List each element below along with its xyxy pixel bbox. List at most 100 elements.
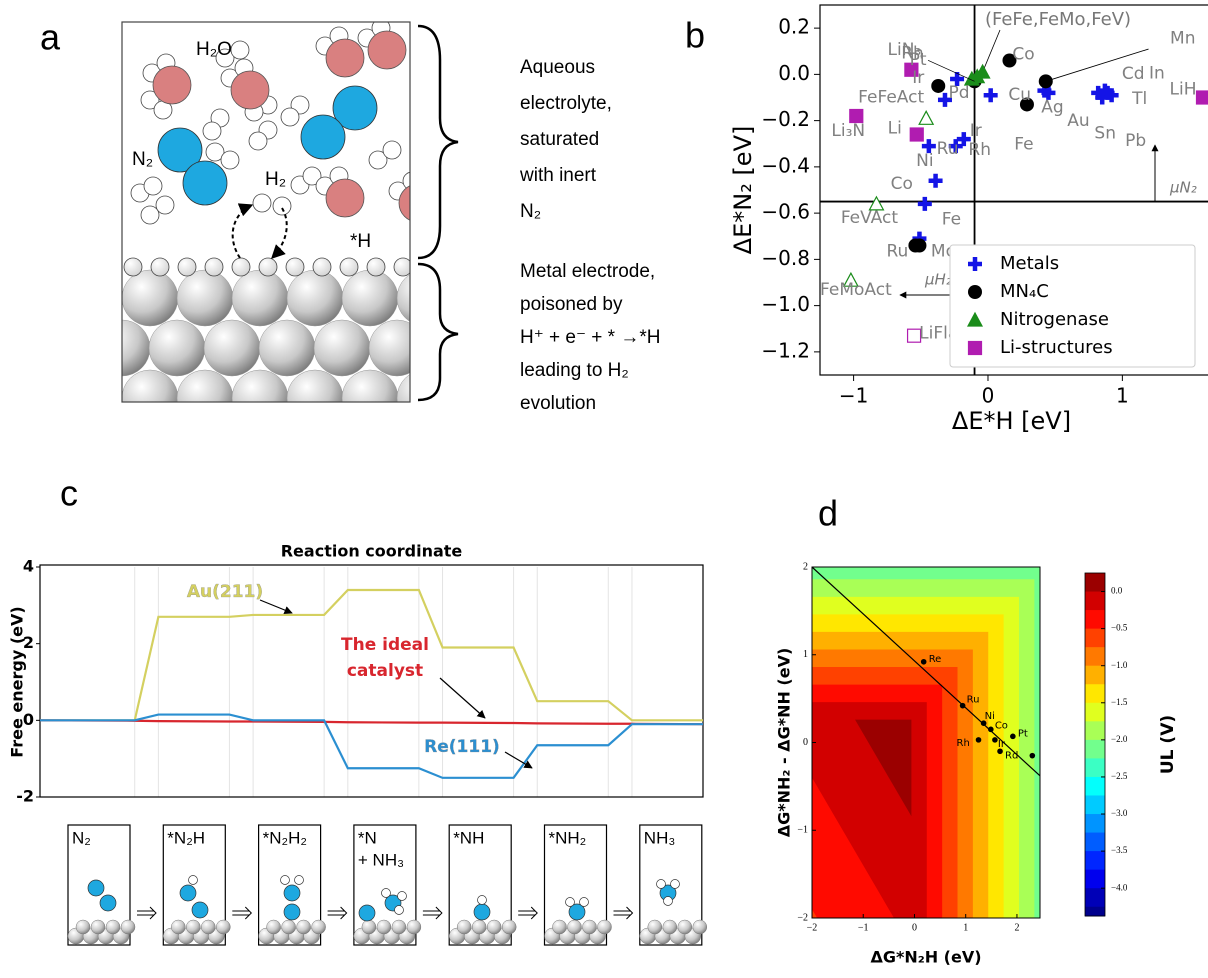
point-label: Li [888, 119, 902, 139]
point-label: Pb [1125, 131, 1146, 151]
colorbar-band [1085, 851, 1105, 871]
surface-h [393, 257, 410, 277]
h-atom [280, 875, 290, 885]
point [997, 748, 1003, 755]
water-h [402, 171, 410, 191]
label-arrow [439, 677, 486, 719]
plot-area [842, 53, 1208, 343]
colorbar-band [1085, 814, 1105, 834]
point [956, 132, 971, 147]
y-axis-label: ΔG*NH₂ - ΔG*NH (eV) [775, 648, 794, 838]
point-label: Cu [1008, 85, 1031, 105]
series-label: Au(211) [187, 582, 263, 602]
y-tick-label: 0.2 [778, 15, 810, 39]
surface-atom [391, 919, 407, 935]
point [1002, 53, 1017, 68]
colorbar-tick-label: −3.0 [1111, 808, 1128, 818]
n-atom [283, 884, 301, 902]
water-o [230, 70, 270, 110]
electrode-atom [231, 269, 289, 327]
point-label: Fe [942, 210, 961, 230]
h-atom [397, 891, 407, 901]
x-tick-label: −2 [807, 922, 818, 933]
point-label: FeMoAct [820, 280, 892, 300]
surface-h [231, 257, 251, 277]
electrode-atom [396, 374, 410, 402]
electrode-atom [396, 274, 410, 322]
electrode-atom [424, 320, 480, 376]
surface-atom [90, 919, 106, 935]
surface-atom [677, 919, 693, 935]
surface-atom [281, 919, 296, 935]
point [917, 196, 932, 211]
point [868, 195, 885, 211]
state-label: *NH [453, 828, 484, 847]
point [909, 127, 924, 142]
x-tick-label: 2 [1014, 922, 1019, 933]
step-arrow [232, 906, 253, 920]
surface-atom [201, 919, 216, 935]
surface-h [204, 257, 224, 277]
h-atom [656, 879, 666, 889]
hydrogen-atom [272, 196, 292, 216]
electrode-atom [341, 269, 399, 327]
colorbar-tick-label: −4.0 [1111, 882, 1128, 892]
y-tick-label: 2 [23, 633, 34, 652]
point [1041, 85, 1056, 100]
x-tick-label: −1 [858, 922, 869, 933]
series-line [39, 719, 704, 726]
y-axis-label: Free energy (eV) [8, 606, 27, 757]
colorbar-tick-label: −1.5 [1111, 697, 1128, 707]
label: H₂O [196, 39, 232, 60]
surface-atom [376, 919, 392, 935]
description: N₂ [520, 201, 541, 222]
legend-box [949, 244, 1196, 368]
surface-h [285, 257, 305, 277]
surface-h [258, 257, 278, 277]
h-atom [294, 875, 304, 885]
point-label: Ag [1041, 98, 1063, 118]
legend-label: Metals [1000, 253, 1059, 274]
surface-atom [647, 919, 663, 935]
colorbar-tick-label: −2.0 [1111, 734, 1128, 744]
legend-label: Li-structures [1000, 337, 1113, 358]
surface-atom [266, 919, 281, 935]
label-arrow [504, 751, 533, 769]
surface-atom [471, 919, 487, 935]
point [937, 92, 952, 107]
legend-label: MN₄C [1000, 281, 1049, 302]
fit-line [812, 567, 1040, 777]
point-label: Rd [1005, 750, 1018, 761]
point-label: Rh [957, 738, 970, 749]
contour-region [855, 719, 912, 817]
series-line [40, 588, 703, 722]
colorbar-band [1085, 573, 1105, 593]
point-label: Ir [970, 121, 982, 141]
electrode-atom [286, 369, 344, 402]
hydrogen-atom [202, 121, 222, 141]
h-atom [381, 888, 391, 898]
electrolyte-box [122, 22, 480, 402]
plot-frame [39, 564, 704, 798]
point [920, 658, 927, 665]
surface-atom [171, 919, 186, 935]
h-atom [565, 897, 575, 907]
x-axis-label: ΔG*N₂H (eV) [870, 948, 981, 967]
description: H⁺ + e⁻ + * →*H [520, 327, 660, 348]
y-tick-label: −0.2 [761, 107, 810, 131]
nitrogen-atom [157, 127, 203, 173]
electrode-atom [286, 269, 344, 327]
point-label: Re [929, 654, 942, 665]
n-atom [358, 904, 376, 922]
point [906, 328, 922, 343]
hydrogen-atom [205, 142, 225, 162]
n-atom [191, 901, 209, 919]
electrode-atom [122, 289, 124, 307]
colorbar-band [1085, 591, 1105, 611]
point-label: LiN₃ [888, 40, 922, 60]
colorbar-band [1085, 721, 1105, 741]
electrode-atom [368, 319, 410, 377]
point-label: Ru [937, 139, 959, 159]
surface-atom [597, 919, 612, 935]
point [967, 340, 983, 356]
